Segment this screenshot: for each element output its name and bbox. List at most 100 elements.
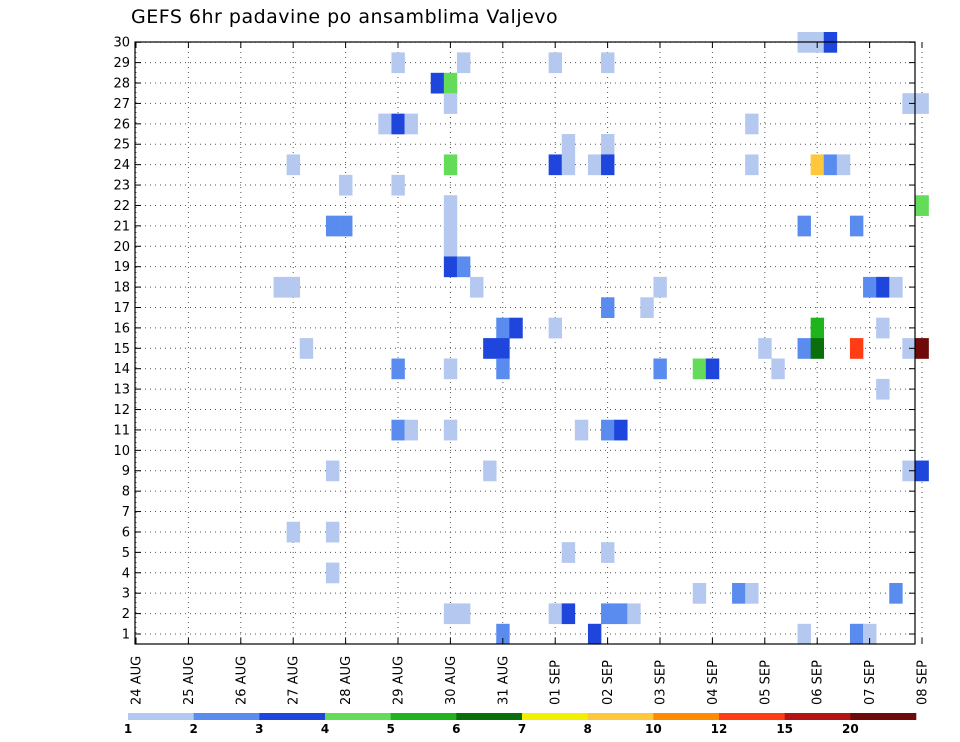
y-tick-label: 13 — [113, 383, 130, 398]
heatmap-cell — [548, 603, 563, 625]
plot-frame — [134, 41, 916, 645]
heatmap-cell — [915, 338, 929, 359]
colorbar-segment — [522, 713, 588, 720]
y-tick-label: 23 — [113, 179, 130, 194]
heatmap-cell — [339, 215, 353, 237]
colorbar-segment — [193, 713, 260, 720]
x-tick-label: 01 SEP — [549, 660, 564, 705]
heatmap-cell — [443, 93, 458, 114]
heatmap-cell — [587, 154, 602, 176]
y-tick-label: 27 — [113, 97, 130, 112]
colorbar-segment — [587, 713, 654, 720]
heatmap-cell — [849, 215, 864, 237]
x-tick-label: 25 AUG — [182, 656, 197, 705]
x-tick-label: 07 SEP — [863, 660, 878, 705]
heatmap-cell — [601, 603, 615, 625]
colorbar-label: 15 — [776, 722, 793, 736]
heatmap-cell — [823, 154, 838, 176]
heatmap-cell — [378, 113, 392, 135]
heatmap-cell — [456, 603, 471, 625]
x-tick-label: 26 AUG — [234, 656, 249, 705]
colorbar-label: 7 — [518, 722, 526, 736]
y-tick-label: 17 — [113, 301, 130, 316]
heatmap-cell — [797, 623, 811, 645]
heatmap-cell — [286, 276, 301, 298]
heatmap-cell — [574, 419, 589, 441]
y-tick-label: 6 — [122, 525, 130, 540]
heatmap-cell — [601, 154, 615, 176]
y-tick-label: 20 — [113, 240, 130, 255]
colorbar-label: 8 — [583, 722, 591, 736]
heatmap-cell — [509, 317, 523, 339]
heatmap-cell — [443, 603, 458, 625]
y-tick-label: 4 — [122, 566, 130, 581]
heatmap-cell — [443, 154, 458, 176]
x-tick-label: 28 AUG — [339, 656, 354, 705]
heatmap-cell — [705, 358, 720, 380]
heatmap-cell — [496, 358, 510, 380]
colorbar-label: 3 — [255, 722, 263, 736]
y-tick-label: 21 — [113, 219, 130, 234]
heatmap-cell — [496, 317, 510, 339]
colorbar-segment — [850, 713, 917, 720]
heatmap-cell — [391, 358, 405, 380]
heatmap-cell — [391, 419, 405, 441]
x-tick-label: 08 SEP — [916, 660, 931, 705]
x-tick-label: 27 AUG — [287, 656, 302, 705]
heatmap-cell — [443, 236, 458, 257]
heatmap-cell — [470, 276, 484, 298]
y-tick-label: 3 — [122, 587, 130, 602]
heatmap-cell — [587, 623, 602, 645]
heatmap-cell — [915, 93, 929, 114]
y-tick-label: 9 — [122, 464, 130, 479]
colorbar-segment — [259, 713, 326, 720]
colorbar-label: 12 — [711, 722, 728, 736]
heatmap-cell — [889, 276, 903, 298]
colorbar-segment — [390, 713, 457, 720]
heatmap-cell — [443, 419, 458, 441]
x-tick-label: 29 AUG — [392, 656, 407, 705]
heatmap-cell — [456, 256, 471, 278]
y-tick-label: 24 — [113, 158, 130, 173]
heatmap-cell — [692, 358, 707, 380]
heatmap-cell — [836, 154, 851, 176]
x-tick-label: 31 AUG — [496, 656, 511, 705]
heatmap-cell — [601, 419, 615, 441]
heatmap-cell — [745, 154, 759, 176]
heatmap-cell — [430, 72, 445, 94]
heatmap-cell — [915, 460, 929, 482]
heatmap-cell — [849, 338, 864, 359]
heatmap-cell — [286, 521, 301, 543]
y-tick-label: 18 — [113, 281, 130, 296]
y-tick-label: 12 — [113, 403, 130, 418]
x-tick-label: 02 SEP — [601, 660, 616, 705]
heatmap-cell — [849, 623, 864, 645]
heatmap-cell — [810, 338, 825, 359]
heatmap-cell — [758, 338, 772, 359]
heatmap-cell — [627, 603, 641, 625]
heatmap-cell — [496, 623, 510, 645]
y-tick-label: 5 — [122, 546, 130, 561]
heatmap-cell — [692, 582, 707, 604]
heatmap-cell — [404, 419, 418, 441]
colorbar-segment — [784, 713, 851, 720]
x-tick-label: 30 AUG — [444, 656, 459, 705]
heatmap-cell — [745, 582, 759, 604]
colorbar-segment — [653, 713, 720, 720]
heatmap-cell — [483, 338, 497, 359]
chart-title: GEFS 6hr padavine po ansamblima Valjevo — [131, 6, 559, 28]
y-tick-label: 14 — [113, 362, 130, 377]
y-tick-label: 2 — [122, 607, 130, 622]
heatmap-cell — [889, 582, 903, 604]
colorbar-label: 5 — [386, 722, 394, 736]
heatmap-cell — [443, 215, 458, 237]
heatmap-cell — [561, 603, 576, 625]
y-tick-label: 19 — [113, 260, 130, 275]
colorbar-label: 10 — [645, 722, 662, 736]
y-tick-label: 15 — [113, 342, 130, 357]
heatmap-cell — [732, 582, 746, 604]
heatmap-cell — [640, 297, 654, 318]
heatmap-cell — [561, 542, 576, 563]
y-tick-label: 30 — [113, 36, 130, 51]
